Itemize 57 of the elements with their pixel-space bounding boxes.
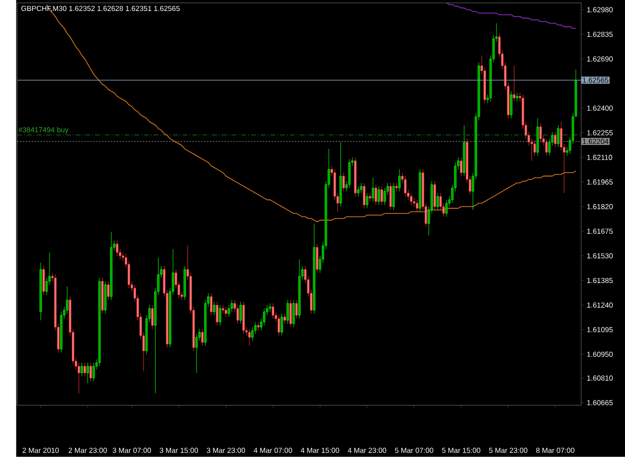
- candlestick: [410, 192, 412, 206]
- candlestick: [90, 362, 92, 382]
- candlestick: [348, 158, 351, 188]
- candlestick: [210, 293, 212, 316]
- candlestick: [539, 123, 542, 142]
- candlestick: [289, 300, 292, 328]
- candlestick: [295, 300, 298, 319]
- candlestick: [224, 306, 228, 318]
- candlestick: [416, 200, 418, 212]
- candlestick: [434, 180, 436, 210]
- candlestick: [512, 66, 516, 102]
- candlestick: [92, 362, 95, 382]
- candlestick: [239, 302, 242, 324]
- candlestick: [213, 302, 216, 316]
- candlestick: [201, 328, 204, 346]
- candlestick: [284, 313, 286, 324]
- candlestick: [272, 303, 274, 319]
- candlestick: [510, 91, 512, 119]
- candlestick: [342, 172, 345, 192]
- candlestick: [316, 244, 318, 274]
- candlestick: [404, 176, 406, 197]
- candlestick: [445, 200, 448, 218]
- candlestick: [357, 186, 360, 197]
- candlestick: [389, 182, 392, 210]
- candlestick: [222, 304, 224, 314]
- candlestick: [286, 300, 289, 324]
- candlestick: [151, 304, 154, 330]
- candlestick: [557, 124, 560, 148]
- candlestick: [545, 138, 548, 156]
- candlestick: [107, 281, 110, 300]
- candlestick: [368, 192, 372, 202]
- candlestick: [292, 300, 295, 328]
- candlestick: [392, 182, 395, 210]
- candlestick: [248, 328, 251, 346]
- candlestick: [374, 184, 378, 206]
- candlestick: [398, 169, 401, 192]
- candlestick: [84, 362, 86, 377]
- candlestick: [554, 132, 556, 148]
- candlestick: [116, 240, 118, 256]
- candlestick: [380, 186, 383, 206]
- candlestick: [360, 182, 362, 194]
- candlestick: [372, 178, 374, 202]
- candlestick: [280, 313, 283, 336]
- candlestick: [42, 266, 45, 296]
- candlestick: [86, 362, 89, 384]
- candlestick: [378, 186, 380, 206]
- candlestick: [216, 302, 218, 326]
- candlestick: [362, 182, 366, 209]
- candlestick: [218, 304, 222, 326]
- candlestick: [268, 303, 272, 312]
- candlestick: [460, 157, 462, 176]
- candlestick: [516, 92, 518, 102]
- candlestick: [80, 362, 84, 377]
- candlestick: [436, 192, 439, 210]
- candlestick: [278, 315, 280, 336]
- candlestick: [366, 192, 368, 209]
- candlestick: [395, 182, 398, 192]
